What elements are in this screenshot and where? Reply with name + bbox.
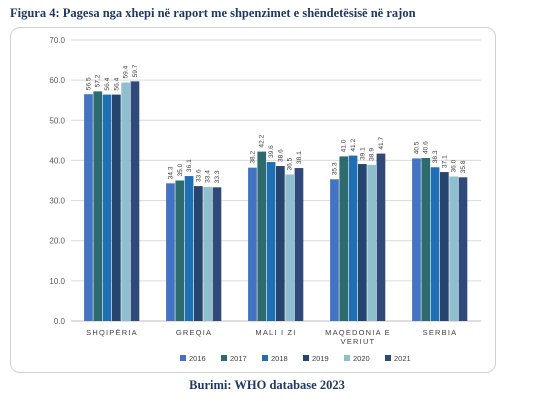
y-tick-label: 40.0 [49, 156, 65, 165]
data-label: 36.1 [186, 159, 193, 172]
data-label: 36.5 [287, 157, 294, 170]
bar [421, 158, 431, 321]
x-category-label: SHQIPËRIA [86, 328, 138, 337]
legend-label: 2018 [271, 354, 288, 363]
bar-chart: 0.010.020.030.040.050.060.070.056.5 57.2 5… [49, 36, 481, 363]
bar [430, 167, 440, 321]
bar [102, 94, 112, 321]
data-label: 36.0 [451, 159, 458, 172]
data-label: 40.6 [423, 141, 430, 154]
legend-label: 2016 [189, 354, 206, 363]
bar [294, 168, 304, 321]
bar [203, 186, 212, 321]
x-category-label: VERIUT [341, 337, 376, 346]
bar [184, 176, 194, 321]
bar [166, 183, 175, 321]
data-label: 56.4 [104, 77, 111, 90]
bar [367, 164, 376, 321]
data-label: 42.2 [259, 134, 266, 147]
bar [440, 172, 449, 321]
bar [412, 158, 421, 321]
y-tick-label: 60.0 [49, 76, 65, 85]
y-tick-label: 0.0 [54, 317, 66, 326]
bar [212, 187, 222, 321]
bar [194, 186, 203, 321]
legend-swatch [385, 355, 391, 361]
bar [339, 156, 349, 321]
x-category-label: SERBIA [423, 328, 458, 337]
y-tick-label: 30.0 [49, 197, 65, 206]
bar [276, 166, 285, 321]
bar [449, 176, 458, 321]
data-label: 38.6 [277, 149, 284, 162]
data-label: 41.0 [341, 139, 348, 152]
data-label: 38.1 [296, 151, 303, 164]
y-tick-label: 50.0 [49, 116, 65, 125]
data-label: 34.3 [167, 166, 174, 179]
legend-label: 2017 [230, 354, 247, 363]
legend-label: 2020 [353, 354, 370, 363]
data-label: 41.2 [350, 138, 357, 151]
data-label: 39.1 [359, 147, 366, 160]
data-label: 37.1 [441, 155, 448, 168]
bar [376, 153, 386, 321]
data-label: 41.7 [378, 136, 385, 149]
data-label: 59.4 [123, 65, 130, 78]
data-label: 38.3 [432, 150, 439, 163]
data-label: 38.2 [249, 150, 256, 163]
legend-label: 2021 [394, 354, 411, 363]
bar [248, 167, 257, 321]
legend-label: 2019 [312, 354, 329, 363]
bar [285, 174, 294, 321]
y-tick-label: 70.0 [49, 36, 65, 45]
y-tick-label: 10.0 [49, 277, 65, 286]
bar [266, 162, 276, 321]
data-label: 38.9 [369, 148, 376, 161]
data-label: 35.8 [460, 160, 467, 173]
x-category-label: MAQEDONIA E [325, 328, 391, 337]
y-tick-label: 20.0 [49, 237, 65, 246]
data-label: 40.5 [413, 141, 420, 154]
data-label: 56.5 [85, 77, 92, 90]
bar [458, 177, 468, 321]
legend-swatch [262, 355, 268, 361]
bar [93, 91, 103, 321]
legend-swatch [303, 355, 309, 361]
bar [121, 82, 130, 322]
data-label: 59.7 [132, 64, 139, 77]
data-label: 57.2 [95, 74, 102, 87]
source-caption: Burimi: WHO database 2023 [189, 378, 345, 392]
data-label: 33.3 [214, 170, 221, 183]
bar [348, 155, 358, 321]
bar [257, 151, 267, 321]
data-label: 35.0 [177, 163, 184, 176]
bar [175, 180, 185, 321]
bar [330, 179, 339, 321]
figure-title: Figura 4: Pagesa nga xhepi në raport me … [10, 6, 416, 20]
x-category-label: MALI I ZI [255, 328, 296, 337]
bar [130, 81, 140, 321]
x-category-label: GREQIA [176, 328, 212, 337]
bar [84, 94, 93, 321]
legend-swatch [180, 355, 186, 361]
data-label: 56.4 [113, 77, 120, 90]
data-label: 35.3 [331, 162, 338, 175]
legend-swatch [221, 355, 227, 361]
legend-swatch [344, 355, 350, 361]
data-label: 33.6 [195, 169, 202, 182]
bar [112, 94, 121, 321]
data-label: 33.4 [205, 170, 212, 183]
chart-frame: 0.0 10.0 20.0 30.0 40.0 50.0 60.0 70.0 56.5 57.2 5… [10, 27, 496, 373]
bar [358, 164, 367, 321]
data-label: 39.6 [268, 145, 275, 158]
